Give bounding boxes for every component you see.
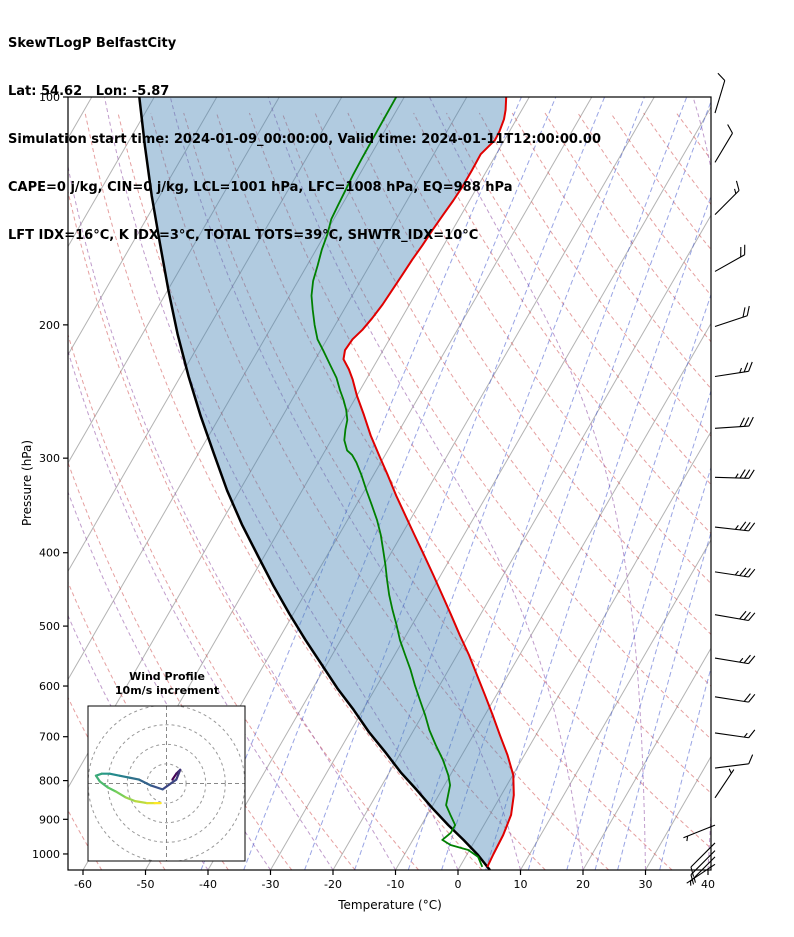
- hodograph-trace-segment: [114, 790, 127, 799]
- hodograph-trace-segment: [118, 774, 131, 779]
- wind-barb: [714, 469, 755, 479]
- wind-barb: [683, 824, 716, 842]
- x-axis-title: Temperature (°C): [338, 898, 442, 912]
- x-tick-label: -40: [199, 878, 217, 891]
- chart-title: SkewTLogP BelfastCity: [8, 36, 177, 51]
- wind-barb: [714, 729, 756, 739]
- hodograph-trace-segment: [149, 784, 164, 791]
- y-tick-label: 300: [39, 452, 60, 465]
- x-tick-label: 40: [701, 878, 715, 891]
- y-tick-label: 900: [39, 813, 60, 826]
- x-tick-label: -50: [137, 878, 155, 891]
- hodograph-trace-segment: [175, 768, 182, 781]
- wind-barb: [714, 361, 753, 378]
- hodograph-ring: [126, 743, 207, 824]
- cin-shade-area: [139, 97, 514, 870]
- wind-barb: [714, 180, 740, 215]
- wind-barb: [690, 842, 716, 877]
- x-tick-label: 10: [514, 878, 528, 891]
- x-tick-label: 20: [576, 878, 590, 891]
- dewpoint-profile-line: [310, 97, 484, 868]
- y-tick-label: 400: [39, 547, 60, 560]
- plot-frame: -60 -50 -40 -30 -20 -10 0 10 20 30 40 100 200 300 400 5…: [32, 91, 715, 891]
- hodograph-trace-segment: [134, 800, 148, 805]
- hodograph-trace-segment: [161, 778, 178, 791]
- y-tick-label: 700: [39, 731, 60, 744]
- hodograph-trace-segment: [98, 780, 109, 789]
- temperature-profile-line: [342, 97, 515, 868]
- x-tick-label: -20: [324, 878, 342, 891]
- wind-barb: [714, 754, 754, 769]
- x-tick-label: -10: [387, 878, 405, 891]
- x-tick-label: 0: [455, 878, 462, 891]
- hodograph-trace-segment: [108, 772, 121, 777]
- wind-barb: [690, 856, 716, 883]
- y-tick-label: 100: [39, 91, 60, 104]
- hodograph-title-line1: Wind Profile: [129, 670, 205, 683]
- indices-line-2: LFT IDX=16°C, K IDX=3°C, TOTAL TOTS=39°C…: [8, 228, 479, 243]
- hodograph-trace-segment: [128, 776, 141, 781]
- y-tick-label: 1000: [32, 848, 60, 861]
- dry-adiabat-lines: [68, 112, 711, 870]
- indices-line-1: CAPE=0 j/kg, CIN=0 j/kg, LCL=1001 hPa, L…: [8, 180, 513, 195]
- y-tick-label: 600: [39, 680, 60, 693]
- coordinates-line: Lat: 54.62 Lon: -5.87: [8, 84, 170, 99]
- mixing-ratio-lines: [200, 97, 711, 870]
- wind-barb: [714, 244, 746, 272]
- wind-barbs: [683, 72, 756, 886]
- hodograph-trace-segment: [137, 778, 152, 787]
- wind-barb: [714, 521, 756, 532]
- parcel-profile-line: [138, 97, 491, 870]
- wind-barb: [714, 567, 756, 578]
- hodograph-title: Wind Profile 10m/s increment: [87, 670, 247, 698]
- wind-barb: [714, 654, 756, 665]
- y-tick-label: 500: [39, 620, 60, 633]
- wind-barb: [714, 72, 726, 114]
- hodograph-trace-segment: [171, 772, 178, 781]
- wind-barb: [714, 124, 733, 163]
- hodograph-trace-segment: [94, 774, 101, 783]
- wind-barb: [714, 610, 756, 622]
- sim-times-line: Simulation start time: 2024-01-09_00:00:…: [8, 132, 601, 147]
- profile-lines: [138, 97, 515, 870]
- hodograph-title-line2: 10m/s increment: [114, 684, 220, 697]
- wind-barb: [714, 305, 750, 328]
- wind-barb: [690, 850, 716, 885]
- x-tick-label: -60: [74, 878, 92, 891]
- hodograph-trace-segment: [106, 786, 117, 793]
- y-tick-label: 800: [39, 775, 60, 788]
- y-tick-label: 200: [39, 319, 60, 332]
- wind-barb: [714, 768, 735, 799]
- hodograph-trace-segment: [124, 796, 137, 803]
- skewt-background: [68, 97, 711, 870]
- header: SkewTLogP BelfastCity Lat: 54.62 Lon: -5…: [8, 4, 601, 276]
- hodograph-inset: [87, 705, 246, 862]
- wind-barb: [714, 693, 756, 703]
- x-tick-label: -30: [262, 878, 280, 891]
- wind-barb: [714, 416, 754, 429]
- x-tick-label: 30: [639, 878, 653, 891]
- y-axis-title: Pressure (hPa): [20, 439, 34, 527]
